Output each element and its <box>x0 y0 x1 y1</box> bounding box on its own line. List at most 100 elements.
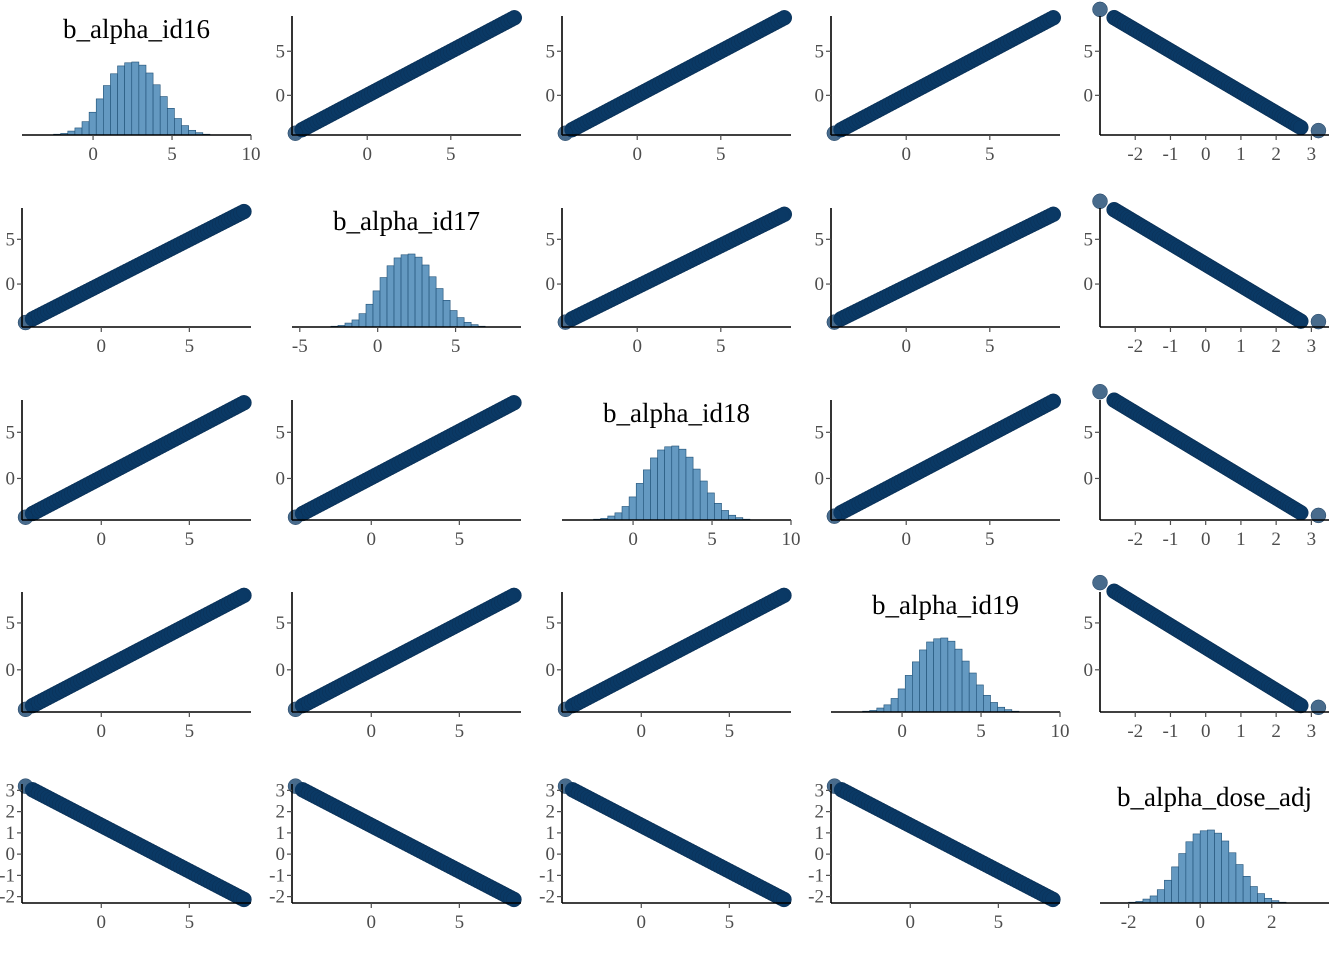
y-tick-label: 0 <box>815 274 825 295</box>
x-tick-label: 2 <box>1271 721 1281 742</box>
y-tick-label: -2 <box>269 887 285 908</box>
scatter-point <box>287 125 304 141</box>
scatter-point <box>826 508 843 524</box>
x-tick-label: 5 <box>725 912 735 933</box>
panel-title: b_alpha_id17 <box>333 206 480 236</box>
x-tick-label: 0 <box>362 144 372 165</box>
x-tick-label: 0 <box>97 721 107 742</box>
x-tick-label: 1 <box>1236 336 1246 357</box>
scatter-point <box>1310 507 1327 524</box>
y-tick-label: 0 <box>546 85 556 106</box>
y-tick-label: 2 <box>546 802 556 823</box>
x-tick-label: 3 <box>1307 336 1317 357</box>
panel-title: b_alpha_id18 <box>603 398 750 428</box>
y-tick-label: -1 <box>539 865 555 886</box>
histogram-bar <box>117 65 125 136</box>
y-tick-label: 0 <box>276 660 286 681</box>
histogram-bar <box>947 640 956 713</box>
histogram-bar <box>1192 833 1201 904</box>
panel-title: b_alpha_dose_adj <box>1117 782 1312 812</box>
x-tick-label: 5 <box>716 144 726 165</box>
scatter-point <box>776 587 792 604</box>
histogram-bar <box>400 254 409 328</box>
y-tick-label: 1 <box>276 823 286 844</box>
y-tick-label: 0 <box>6 844 16 865</box>
y-tick-label: -1 <box>808 865 824 886</box>
histogram-bar <box>95 98 104 136</box>
scatter-point <box>557 778 574 794</box>
histogram-bar <box>1164 879 1172 904</box>
histogram-bar <box>961 660 970 713</box>
histogram-bar <box>1249 886 1258 904</box>
y-tick-label: 0 <box>1084 660 1094 681</box>
histogram-bar <box>1178 853 1187 904</box>
scatter-panel: 0 5 0 5 <box>276 395 522 550</box>
scatter-point <box>1293 505 1309 521</box>
scatter-panel: -2 -1 0 1 2 3 0 5 <box>1084 193 1329 357</box>
histogram-bar <box>124 62 133 136</box>
histogram-bar <box>628 496 637 521</box>
histogram-bar <box>990 702 998 713</box>
x-tick-label: 5 <box>455 912 465 933</box>
x-tick-label: -1 <box>1163 529 1179 550</box>
scatter-panel: -2 -1 0 1 2 3 0 5 <box>1084 574 1329 742</box>
scatter-panel: 0 5 0 5 <box>546 587 792 742</box>
x-tick-label: 5 <box>985 144 995 165</box>
x-tick-label: 0 <box>637 721 647 742</box>
histogram-bar <box>435 288 444 328</box>
y-tick-label: 0 <box>1084 85 1094 106</box>
histogram-bar <box>393 257 402 328</box>
y-tick-label: 0 <box>276 468 286 489</box>
scatter-panel: 0 5 0 5 <box>815 10 1062 165</box>
y-tick-label: 1 <box>546 823 556 844</box>
y-tick-label: 0 <box>815 85 825 106</box>
y-tick-label: 0 <box>546 844 556 865</box>
scatter-point <box>1092 193 1108 209</box>
y-tick-label: 0 <box>6 468 16 489</box>
x-tick-label: 2 <box>1271 144 1281 165</box>
scatter-point <box>826 125 843 141</box>
histogram-bar <box>968 672 977 713</box>
y-tick-label: -2 <box>0 887 15 908</box>
scatter-point <box>557 125 574 141</box>
scatter-panel: 0 5 0 5 <box>546 10 793 165</box>
histogram-bar <box>614 512 623 521</box>
histogram-bar <box>1156 889 1165 904</box>
y-tick-label: -2 <box>808 887 824 908</box>
scatter-point <box>557 701 574 718</box>
y-tick-label: 0 <box>546 660 556 681</box>
scatter-panel: 0 5 0 5 <box>276 587 522 742</box>
histogram-bar <box>152 84 161 136</box>
histogram-bar <box>1171 866 1180 904</box>
scatter-panel: 0 5 0 5 <box>815 206 1062 357</box>
histogram-bar <box>650 457 658 521</box>
histogram-bar <box>1214 832 1222 904</box>
x-tick-label: -1 <box>1163 336 1179 357</box>
histogram-bar <box>664 446 673 521</box>
x-tick-label: -2 <box>1127 144 1143 165</box>
x-tick-label: 0 <box>1195 912 1205 933</box>
scatter-point <box>236 395 252 411</box>
histogram-bar <box>456 317 465 328</box>
y-tick-label: 0 <box>1084 274 1094 295</box>
histogram-bar <box>407 253 416 328</box>
x-tick-label: 5 <box>185 529 195 550</box>
scatter-point <box>506 10 523 26</box>
x-tick-label: 0 <box>373 336 383 357</box>
x-tick-label: 5 <box>185 912 195 933</box>
scatter-point <box>506 891 522 908</box>
histogram-bar <box>1149 895 1158 904</box>
histogram-bar <box>1207 829 1215 904</box>
histogram-bar <box>449 310 458 328</box>
histogram-bar <box>138 64 147 136</box>
x-tick-label: 0 <box>632 144 642 165</box>
histogram-bar <box>975 684 984 713</box>
y-tick-label: 5 <box>546 41 556 62</box>
y-tick-label: 2 <box>6 802 16 823</box>
y-tick-label: 5 <box>815 41 825 62</box>
scatter-panel: 0 5 0 5 <box>546 206 793 357</box>
histogram-bar <box>145 72 154 136</box>
histogram-bar <box>88 111 97 136</box>
scatter-point <box>1092 383 1108 400</box>
